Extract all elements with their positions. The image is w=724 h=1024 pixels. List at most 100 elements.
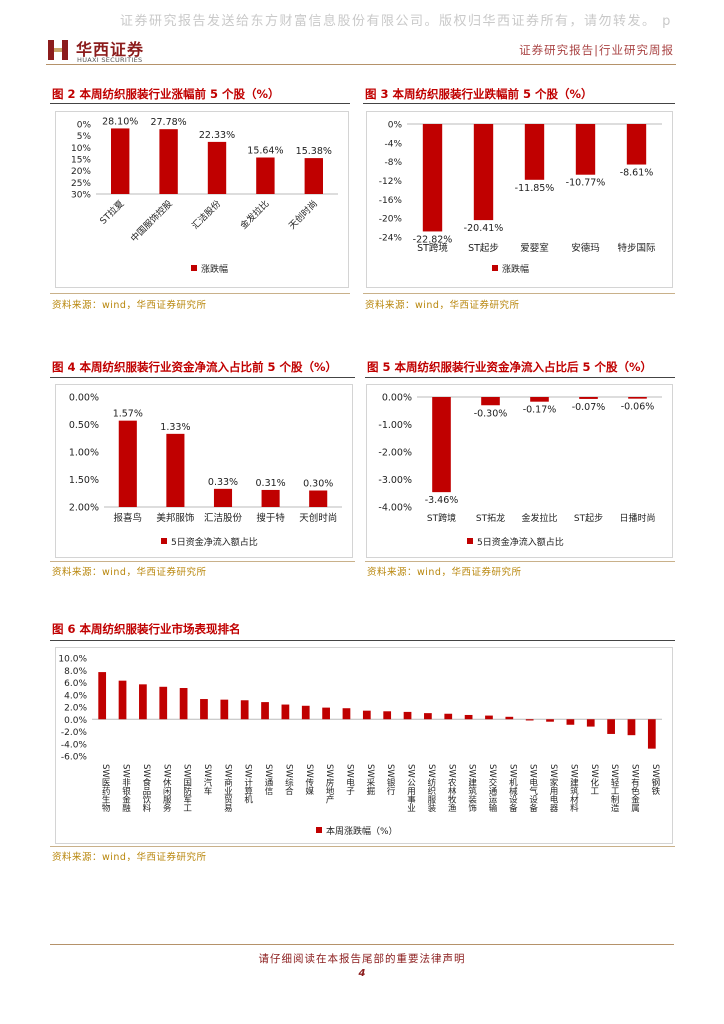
fig3-ytick-label: -16% bbox=[379, 196, 403, 206]
fig2-bar bbox=[207, 141, 227, 194]
figure-5-title-rule bbox=[365, 377, 675, 378]
figure-4-title: 图 4 本周纺织服装行业资金净流入占比前 5 个股（%） bbox=[52, 360, 338, 374]
fig6-category-label: SW建筑材料 bbox=[568, 764, 578, 813]
figure-2-chart: 0% 5% 10% 15% 20% 25% 30% 28.10% ST拉夏 27.78% 中国服饰控… bbox=[55, 111, 349, 288]
fig4-bar bbox=[166, 433, 185, 507]
fig2-bar bbox=[111, 128, 130, 194]
fig3-ytick-label: 0% bbox=[388, 121, 403, 131]
fig6-bar bbox=[383, 711, 392, 720]
fig6-bar bbox=[322, 707, 330, 720]
fig6-ytick-label: 4.0% bbox=[64, 691, 87, 701]
figure-2-svg: 0%5% 10% 15%20% 25% 30% 28.10% ST拉夏 27.78% 中国服饰控… bbox=[71, 116, 338, 275]
fig5-category-label: ST起步 bbox=[574, 513, 603, 524]
fig6-bar bbox=[342, 708, 351, 720]
fig3-bar bbox=[422, 124, 443, 232]
figure-4-source-rule bbox=[50, 561, 355, 562]
fig6-category-label: SW有色金属 bbox=[629, 764, 639, 813]
fig4-category-label: 美邦服饰 bbox=[156, 512, 194, 524]
fig6-bar bbox=[444, 713, 453, 720]
figure-6-source-rule bbox=[50, 846, 675, 847]
fig6-bar bbox=[424, 713, 432, 720]
figure-5-title: 图 5 本周纺织服装行业资金净流入占比后 5 个股（%） bbox=[367, 360, 653, 374]
fig6-category-label: SW公用事业 bbox=[406, 764, 416, 812]
fig5-category-label: 金发拉比 bbox=[521, 512, 557, 524]
fig5-data-label: -0.17% bbox=[523, 405, 557, 416]
fig6-bar bbox=[607, 719, 615, 734]
figure-4-chart: 0.00% 0.50% 1.00% 1.50% 2.00% 1.57% 报喜鸟 1.33% 美邦… bbox=[55, 384, 353, 558]
fig2-category-label: 天创时尚 bbox=[286, 198, 320, 232]
figure-4-svg: 0.00% 0.50% 1.00% 1.50% 2.00% 1.57% 报喜鸟 1.33% 美邦… bbox=[69, 393, 342, 548]
fig4-bar bbox=[118, 420, 137, 507]
figure-4-title-rule bbox=[50, 377, 355, 378]
figure-2-source: 资料来源：wind，华西证券研究所 bbox=[52, 300, 207, 311]
figure-3-source: 资料来源：wind，华西证券研究所 bbox=[365, 300, 520, 311]
fig3-bar bbox=[626, 124, 647, 165]
fig2-legend-swatch bbox=[191, 265, 197, 271]
fig6-category-label: SW汽车 bbox=[202, 764, 212, 796]
fig3-ytick-label: -4% bbox=[384, 139, 402, 149]
fig6-category-label: SW机械设备 bbox=[507, 764, 517, 813]
figure-6-source: 资料来源：wind，华西证券研究所 bbox=[52, 852, 207, 863]
fig6-bar bbox=[485, 715, 493, 720]
fig6-category-label: SW纺织服装 bbox=[426, 764, 436, 813]
fig6-category-label: SW国防军工 bbox=[182, 764, 192, 812]
fig5-ytick-label: -1.00% bbox=[378, 420, 412, 431]
fig4-ytick-label: 0.00% bbox=[69, 393, 99, 404]
footer-divider bbox=[50, 944, 674, 945]
fig3-ytick-label: -12% bbox=[379, 177, 403, 187]
figure-3-title-rule bbox=[363, 103, 675, 104]
fig4-ytick-label: 0.50% bbox=[69, 420, 99, 431]
fig6-category-label: SW银行 bbox=[385, 764, 395, 796]
figure-5-svg: 0.00% -1.00% -2.00% -3.00% -4.00% -3.46% ST跨境 -… bbox=[378, 393, 662, 548]
fig3-category-label: 爱婴室 bbox=[520, 242, 549, 254]
fig5-bar bbox=[432, 397, 451, 493]
fig6-bar bbox=[139, 684, 147, 720]
fig6-bar bbox=[200, 699, 208, 720]
fig4-data-label: 1.33% bbox=[160, 422, 190, 433]
fig6-category-label: SW计算机 bbox=[243, 764, 253, 804]
fig2-ytick-label: 15% bbox=[71, 156, 91, 166]
fig3-bar bbox=[473, 124, 494, 221]
fig6-legend-swatch bbox=[316, 827, 322, 833]
header-divider bbox=[46, 64, 676, 65]
fig5-legend-label: 5日资金净流入额占比 bbox=[477, 536, 564, 548]
fig4-category-label: 搜于特 bbox=[256, 512, 285, 524]
fig4-ytick-label: 2.00% bbox=[69, 503, 99, 514]
fig6-bar bbox=[525, 719, 534, 721]
fig6-ytick-label: 0.0% bbox=[64, 716, 87, 726]
fig2-bar bbox=[159, 129, 178, 194]
fig4-bar bbox=[213, 488, 233, 507]
fig3-category-label: ST跨境 bbox=[417, 242, 448, 254]
fig2-ytick-label: 10% bbox=[71, 144, 91, 154]
fig6-bar bbox=[98, 672, 107, 720]
fig6-ytick-label: 2.0% bbox=[64, 704, 87, 714]
fig4-data-label: 1.57% bbox=[113, 409, 143, 420]
fig6-category-label: SW传媒 bbox=[304, 764, 314, 796]
fig6-bar bbox=[546, 719, 554, 722]
fig5-category-label: ST拓龙 bbox=[476, 512, 505, 524]
fig4-data-label: 0.30% bbox=[303, 479, 333, 490]
fig6-category-label: SW商业贸易 bbox=[222, 764, 232, 813]
figure-6-svg: 10.0% 8.0% 6.0% 4.0% 2.0% 0.0% -2.0% -4.0% -6.0%… bbox=[58, 655, 662, 837]
report-type-label: 证券研究报告|行业研究周报 bbox=[519, 43, 674, 57]
fig6-bar bbox=[240, 700, 249, 720]
figure-6-title-rule bbox=[50, 640, 675, 641]
fig3-ytick-label: -8% bbox=[384, 158, 402, 168]
fig6-category-label: SW医药生物 bbox=[100, 764, 110, 813]
fig5-bar bbox=[579, 397, 598, 399]
fig4-ytick-label: 1.00% bbox=[69, 448, 99, 459]
fig4-category-label: 报喜鸟 bbox=[114, 512, 143, 524]
fig6-category-label: SW建筑装饰 bbox=[467, 764, 477, 813]
fig3-bar bbox=[524, 124, 545, 180]
fig6-legend-label: 本周涨跌幅（%） bbox=[326, 825, 398, 837]
fig4-category-label: 汇洁股份 bbox=[204, 512, 243, 524]
fig4-data-label: 0.33% bbox=[208, 477, 238, 488]
fig5-ytick-label: -4.00% bbox=[378, 503, 412, 514]
fig6-category-label: SW食品饮料 bbox=[141, 764, 151, 813]
figure-5-source-rule bbox=[365, 561, 675, 562]
fig6-bar bbox=[464, 714, 473, 720]
fig6-bar bbox=[118, 680, 127, 720]
fig6-category-label: SW电子 bbox=[344, 764, 354, 795]
fig6-category-label: SW综合 bbox=[283, 764, 293, 796]
legal-disclaimer: 请仔细阅读在本报告尾部的重要法律声明 bbox=[258, 953, 466, 965]
